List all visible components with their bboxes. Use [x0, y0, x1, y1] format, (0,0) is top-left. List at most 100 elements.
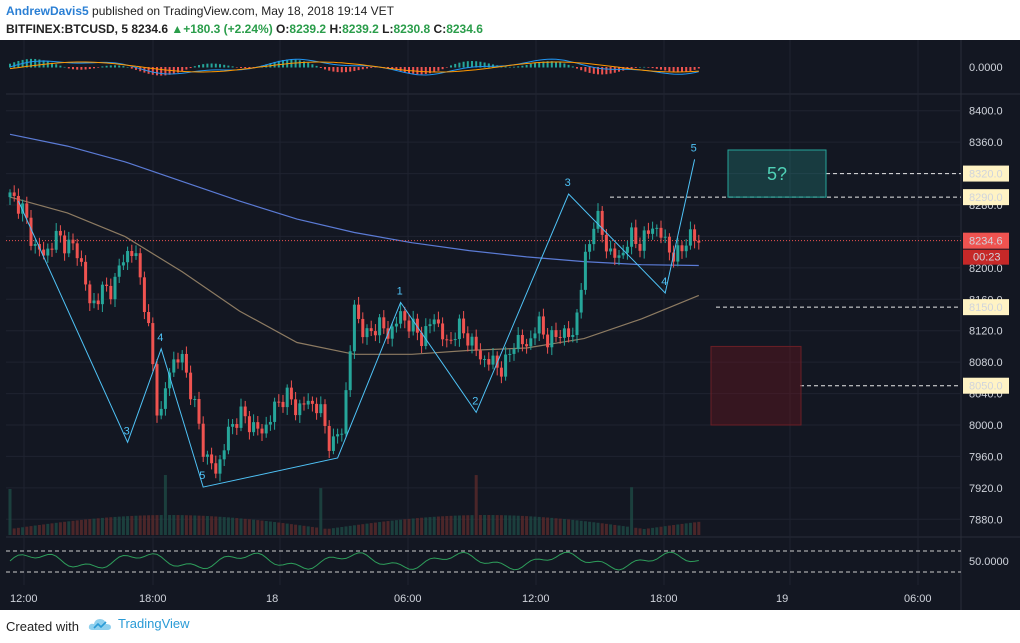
volume-bar — [348, 525, 352, 535]
macd-histogram-bar — [126, 66, 129, 68]
volume-bar — [688, 522, 692, 535]
time-tick-label: 12:00 — [10, 593, 38, 605]
macd-histogram-bar — [315, 65, 318, 68]
candle-body — [231, 424, 235, 427]
macd-axis-label: 0.0000 — [969, 62, 1003, 74]
candle-body — [462, 318, 466, 334]
volume-bar — [583, 521, 587, 535]
macd-histogram-bar — [67, 67, 70, 69]
macd-histogram-bar — [59, 65, 62, 68]
price-level-tag-label: 8320.0 — [969, 169, 1003, 181]
candle-body — [142, 277, 146, 313]
grid — [6, 40, 1020, 610]
time-tick-label: 18:00 — [139, 593, 167, 605]
wave-label: 5 — [199, 470, 205, 482]
volume-bar — [310, 526, 314, 535]
volume-bar — [352, 525, 356, 535]
volume-bar — [33, 525, 37, 535]
footer: Created with TradingView — [0, 610, 1020, 643]
volume-bar — [399, 519, 403, 535]
candle-body — [63, 235, 67, 254]
volume-bar — [205, 516, 209, 535]
macd-histogram-bar — [328, 67, 331, 71]
candle-body — [411, 318, 415, 332]
wave-label: 3 — [124, 425, 130, 437]
candle-body — [189, 372, 193, 400]
candle-body — [554, 330, 558, 337]
volume-bar — [546, 517, 550, 535]
macd-histogram-bar — [588, 67, 591, 73]
volume-bar — [369, 523, 373, 535]
volume-bar — [676, 524, 680, 535]
candle-body — [33, 244, 37, 246]
macd-histogram-bar — [244, 67, 247, 69]
brand-link[interactable]: TradingView — [88, 616, 190, 631]
open-value: 8239.2 — [289, 22, 327, 36]
candle-body — [327, 425, 331, 451]
volume-bar — [214, 516, 218, 535]
candle-body — [256, 422, 260, 429]
volume-bar — [247, 519, 251, 535]
author-name[interactable]: AndrewDavis5 — [6, 4, 89, 18]
volume-bar — [558, 518, 562, 535]
macd-histogram-bar — [424, 67, 427, 74]
candle-body — [306, 400, 310, 405]
volume-bar — [163, 475, 167, 535]
volume-bars — [8, 475, 701, 535]
candle-body — [42, 249, 46, 256]
volume-bar — [499, 515, 503, 535]
macd-histogram-bar — [580, 67, 583, 71]
candle-body — [176, 359, 180, 363]
candle-body — [79, 258, 83, 262]
candle-body — [67, 239, 71, 254]
macd-histogram-bar — [357, 67, 360, 71]
candle-body — [75, 243, 79, 259]
candle-body — [588, 244, 592, 252]
volume-bar — [357, 524, 361, 535]
volume-bar — [218, 516, 222, 535]
macd-histogram-bar — [433, 67, 436, 73]
candle-body — [319, 404, 323, 414]
candle-body — [117, 265, 121, 277]
volume-bar — [684, 523, 688, 535]
macd-histogram-bar — [214, 63, 217, 68]
macd-histogram-bar — [471, 61, 473, 68]
candle-body — [159, 408, 163, 416]
macd-histogram-bar — [445, 67, 448, 68]
candle-body — [516, 334, 520, 350]
candle-body — [630, 227, 634, 247]
volume-bar — [264, 521, 268, 535]
last-price-tag — [963, 232, 1009, 249]
macd-histogram-bar — [555, 61, 557, 68]
candle-body — [260, 428, 264, 434]
macd-histogram-bar — [609, 67, 612, 74]
macd-histogram-bar — [487, 63, 490, 68]
macd-histogram-bar — [550, 61, 553, 68]
volume-bar — [256, 520, 260, 535]
wave-label: 4 — [661, 276, 667, 288]
time-tick-label: 12:00 — [522, 593, 550, 605]
macd-histogram-bar — [101, 66, 104, 68]
macd-histogram-bar — [689, 67, 692, 71]
candle-body — [92, 300, 96, 304]
volume-bar — [88, 519, 92, 535]
candle-body — [583, 251, 587, 290]
macd-histogram-bar — [597, 67, 599, 75]
candle-body — [214, 463, 218, 474]
macd-histogram-bar — [697, 67, 700, 69]
macd-histogram-bar — [504, 66, 507, 68]
candle-body — [126, 251, 130, 263]
candle-body — [558, 336, 562, 338]
volume-bar — [529, 516, 533, 535]
macd-histogram-bar — [118, 65, 121, 68]
volume-bar — [180, 515, 184, 535]
candle-body — [525, 344, 529, 347]
macd-histogram-bar — [538, 62, 541, 68]
volume-bar — [693, 522, 697, 535]
candle-body — [344, 390, 348, 434]
candle-body — [625, 246, 629, 253]
volume-bar — [121, 516, 125, 535]
macd-histogram-bar — [227, 65, 230, 68]
publish-line: AndrewDavis5 published on TradingView.co… — [6, 4, 394, 18]
